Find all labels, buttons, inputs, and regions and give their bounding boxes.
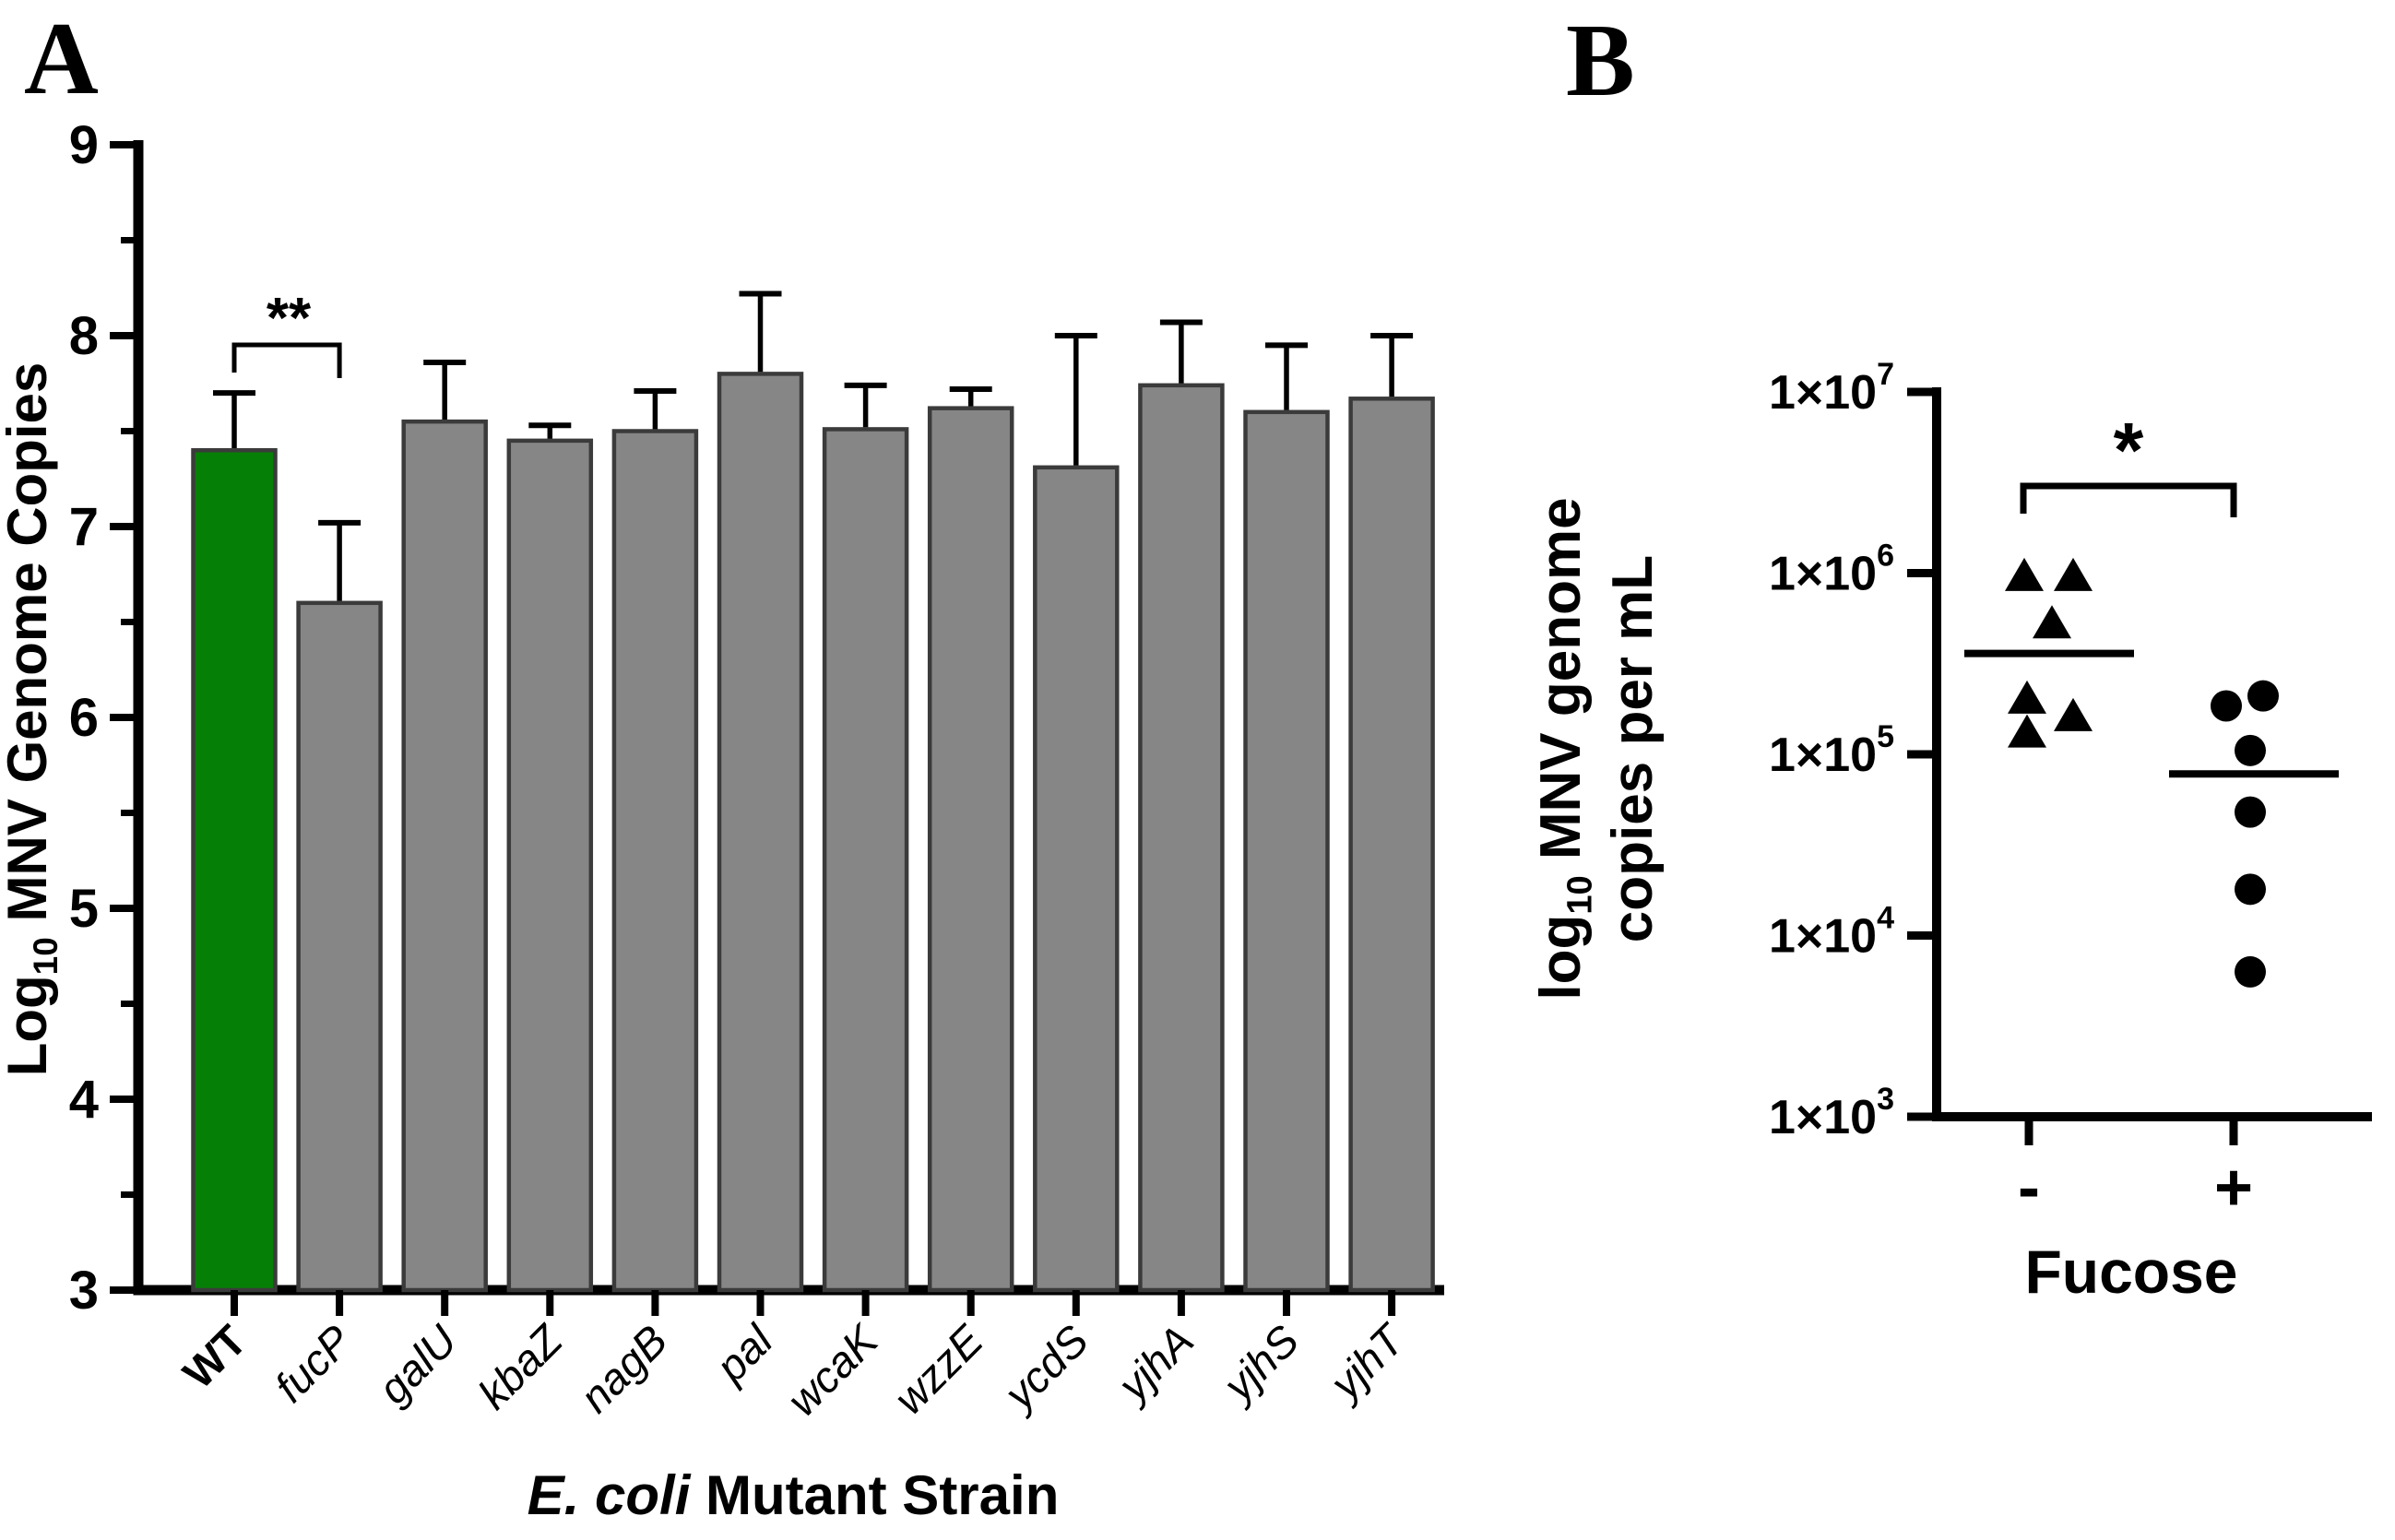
b-significance-star: * — [2114, 407, 2144, 493]
a-x-category-label-galu: galU — [368, 1315, 467, 1414]
scatter-point-triangle — [2008, 714, 2046, 748]
bar-galu — [401, 419, 488, 1293]
a-y-axis-title: Log10 MNV Genome Copies — [0, 362, 65, 1077]
b-y-tick-label: 1×107 — [1769, 357, 1894, 420]
bar-yjha — [1138, 383, 1225, 1293]
scatter-point-triangle — [2054, 557, 2093, 591]
bar-nagb — [611, 429, 699, 1293]
b-y-tick-label: 1×105 — [1769, 719, 1894, 782]
a-y-tick-label: 3 — [69, 1261, 99, 1321]
bar-wcak — [822, 427, 909, 1293]
b-x-group-label-minus: - — [2018, 1151, 2040, 1225]
a-x-category-label-wzze: wzzE — [884, 1315, 992, 1423]
b-x-group-label-plus: + — [2214, 1151, 2253, 1225]
scatter-point-circle — [2235, 955, 2266, 988]
panel-b-letter: B — [1566, 4, 1635, 118]
panel-b-scatter-plot: 1×107 1×106 1×105 1×104 1×103 log10 MNV genom… — [1529, 357, 2372, 1306]
a-significance-stars: ** — [267, 287, 312, 350]
panel-a-bar-chart: 3 4 5 6 7 8 9 Log10 MNV Genome Copies WT fucP galU… — [0, 115, 1444, 1526]
b-y-axis-title-line1: log10 MNV genome — [1529, 497, 1599, 1000]
a-significance-bracket — [231, 342, 342, 378]
a-x-category-label-kbaz: kbaZ — [468, 1314, 573, 1418]
b-y-axis-title-line2: copies per mL — [1601, 555, 1665, 942]
a-x-category-label-pal: pal — [705, 1315, 782, 1392]
a-x-category-label-wt: WT — [173, 1315, 255, 1397]
a-y-tick-label: 4 — [69, 1070, 99, 1130]
b-y-tick-label: 1×104 — [1769, 901, 1894, 964]
scatter-point-circle — [2235, 734, 2266, 766]
bar-pal — [717, 372, 804, 1293]
a-x-category-label-yjha: yjhA — [1107, 1316, 1203, 1412]
b-significance-bracket — [2020, 482, 2237, 517]
scatter-point-circle — [2247, 680, 2279, 712]
bar-wzze — [927, 406, 1014, 1293]
panel-a-letter: A — [24, 2, 99, 116]
bar-yjht — [1348, 397, 1435, 1293]
bar-wt — [191, 447, 278, 1293]
b-x-axis-title: Fucose — [2024, 1238, 2237, 1306]
b-y-tick-label: 1×106 — [1769, 539, 1894, 601]
a-x-category-label-ycds: ycdS — [992, 1316, 1097, 1420]
scatter-point-circle — [2235, 796, 2266, 828]
bar-yjhs — [1243, 409, 1330, 1293]
scatter-point-triangle — [2033, 605, 2071, 639]
bar-ycds — [1033, 465, 1120, 1293]
a-x-category-label-fucp: fucP — [265, 1315, 361, 1411]
scatter-point-circle — [2235, 873, 2266, 906]
bar-fucp — [296, 600, 383, 1293]
a-y-tick-label: 9 — [69, 115, 99, 175]
a-x-category-label-wcak: wcaK — [777, 1314, 889, 1426]
scatter-point-triangle — [2054, 697, 2093, 731]
a-x-category-label-yjhs: yjhS — [1212, 1316, 1308, 1412]
a-y-tick-label: 5 — [69, 879, 99, 939]
a-x-category-label-nagb: nagB — [570, 1316, 676, 1422]
a-y-tick-label: 8 — [69, 306, 99, 366]
scatter-point-triangle — [2005, 557, 2044, 591]
a-x-axis-title: E. coli Mutant Strain — [528, 1464, 1060, 1526]
scatter-point-circle — [2211, 690, 2242, 722]
bar-kbaz — [506, 438, 594, 1293]
b-y-tick-label: 1×103 — [1769, 1082, 1894, 1144]
a-x-category-label-yjht: yjhT — [1319, 1313, 1416, 1410]
a-y-tick-label: 6 — [69, 688, 99, 748]
scatter-point-triangle — [2008, 680, 2046, 714]
a-y-tick-label: 7 — [69, 497, 99, 557]
